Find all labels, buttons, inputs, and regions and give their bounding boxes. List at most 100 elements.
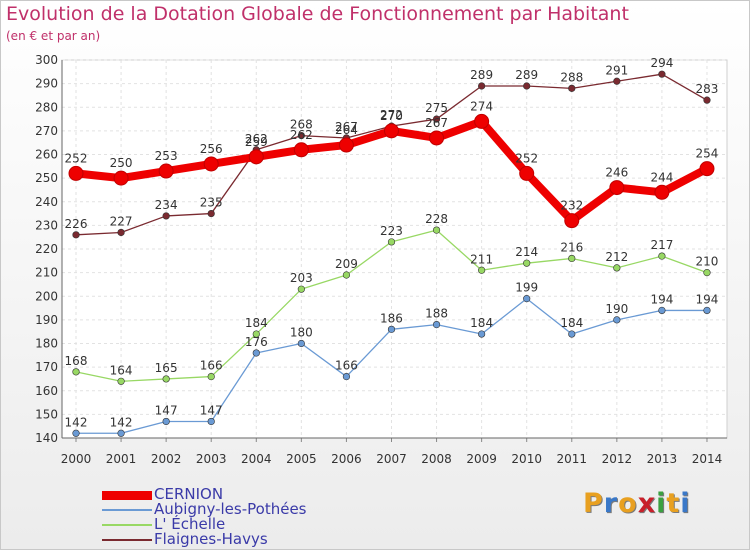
data-label: 142 xyxy=(110,415,133,429)
proxiti-logo: Proxiti xyxy=(583,488,691,519)
data-label: 254 xyxy=(696,147,719,161)
data-label: 199 xyxy=(515,281,538,295)
data-point xyxy=(297,339,305,348)
data-label: 262 xyxy=(245,132,268,146)
data-point xyxy=(703,306,711,315)
data-point xyxy=(613,77,621,85)
y-tick-label: 280 xyxy=(35,100,58,114)
data-point xyxy=(297,132,305,140)
data-point xyxy=(523,82,531,90)
data-label: 274 xyxy=(470,99,493,113)
data-point xyxy=(568,330,576,338)
legend-swatch-flaignes xyxy=(102,539,152,541)
y-tick-label: 290 xyxy=(35,77,58,91)
data-label: 194 xyxy=(696,292,719,306)
legend-label-cernion: CERNION xyxy=(154,485,224,503)
x-tick-label: 2002 xyxy=(151,452,182,466)
x-tick-label: 2000 xyxy=(61,452,92,466)
data-point xyxy=(72,368,80,376)
data-label: 264 xyxy=(335,123,358,137)
legend-swatch-echelle xyxy=(102,524,152,526)
x-tick-label: 2014 xyxy=(692,452,723,466)
x-tick-label: 2011 xyxy=(556,452,587,466)
data-point xyxy=(203,156,219,172)
data-point xyxy=(387,238,396,246)
x-tick-label: 2010 xyxy=(511,452,542,466)
data-label: 210 xyxy=(696,255,719,269)
x-tick-label: 2013 xyxy=(647,452,678,466)
legend-label-echelle: L' Échelle xyxy=(154,515,226,533)
data-point xyxy=(609,180,625,196)
data-label: 275 xyxy=(425,101,448,115)
data-point xyxy=(429,130,445,146)
x-tick-label: 2012 xyxy=(602,452,633,466)
logo-letter: o xyxy=(618,488,638,519)
y-tick-label: 250 xyxy=(35,171,58,185)
data-label: 259 xyxy=(245,135,268,149)
data-point xyxy=(117,377,125,385)
data-label: 246 xyxy=(605,166,628,180)
data-point xyxy=(564,213,580,229)
data-label: 147 xyxy=(200,403,223,417)
legend-swatch-cernion xyxy=(102,491,152,500)
data-label: 217 xyxy=(650,238,673,252)
data-point xyxy=(338,137,354,153)
data-label: 252 xyxy=(515,151,538,165)
data-point xyxy=(523,259,531,267)
data-label: 267 xyxy=(335,120,358,134)
data-point xyxy=(519,165,535,181)
data-point xyxy=(658,306,666,315)
x-tick-label: 2005 xyxy=(286,452,317,466)
x-tick-label: 2008 xyxy=(421,452,452,466)
data-point xyxy=(248,149,264,165)
data-label: 227 xyxy=(110,214,133,228)
chart-subtitle: (en € et par an) xyxy=(6,29,101,43)
legend-label-aubigny: Aubigny-les-Pothées xyxy=(154,500,307,518)
data-point xyxy=(72,231,80,239)
data-label: 223 xyxy=(380,224,403,238)
data-point xyxy=(72,429,80,437)
logo-letter: r xyxy=(603,488,619,519)
data-label: 211 xyxy=(470,252,493,266)
data-point xyxy=(117,429,125,437)
data-label: 228 xyxy=(425,212,448,226)
data-point xyxy=(432,115,441,123)
data-point xyxy=(613,264,621,272)
y-tick-label: 160 xyxy=(35,384,58,398)
y-tick-label: 190 xyxy=(35,313,58,327)
x-tick-label: 2009 xyxy=(466,452,497,466)
data-label: 267 xyxy=(425,116,448,130)
data-point xyxy=(117,228,125,237)
x-tick-label: 2003 xyxy=(196,452,227,466)
y-tick-label: 220 xyxy=(35,242,58,256)
data-label: 244 xyxy=(650,170,673,184)
series-aubigny-les-poth-es: 142 142 147 147 176 180 166 186 188 184 199 184 190 1… xyxy=(65,281,719,437)
data-label: 270 xyxy=(380,109,403,123)
data-label: 212 xyxy=(605,250,628,264)
data-point xyxy=(162,375,170,383)
data-label: 168 xyxy=(65,354,88,368)
data-point xyxy=(703,96,711,104)
data-label: 283 xyxy=(696,82,719,96)
data-label: 214 xyxy=(515,245,538,259)
data-label: 184 xyxy=(245,316,268,330)
x-tick-label: 2004 xyxy=(241,452,272,466)
data-label: 256 xyxy=(200,142,223,156)
data-point xyxy=(207,417,215,426)
data-label: 291 xyxy=(605,63,628,77)
data-point xyxy=(387,325,396,333)
logo-letter: P xyxy=(583,488,604,519)
legend-label-flaignes: Flaignes-Havys xyxy=(154,530,268,548)
data-label: 289 xyxy=(515,68,538,82)
data-label: 216 xyxy=(560,240,583,254)
data-point xyxy=(568,84,576,92)
data-label: 188 xyxy=(425,307,448,321)
y-tick-label: 300 xyxy=(35,53,58,67)
logo-letter: i xyxy=(656,488,667,519)
y-tick-label: 140 xyxy=(35,431,58,445)
data-label: 272 xyxy=(380,108,403,122)
chart-title: Evolution de la Dotation Globale de Fonc… xyxy=(6,3,629,25)
data-label: 186 xyxy=(380,311,403,325)
